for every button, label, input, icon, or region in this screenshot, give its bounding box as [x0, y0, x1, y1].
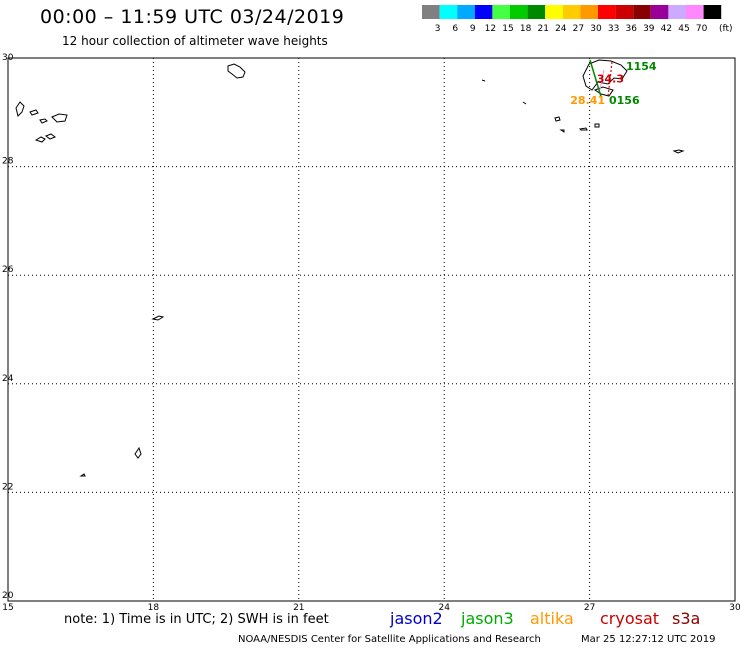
footer-timestamp: Mar 25 12:27:12 UTC 2019 [581, 634, 716, 645]
island-outline [522, 101, 527, 105]
wave-height-value: 0156 [609, 94, 640, 107]
axis-ticks: 15 18 21 24 27 30 30 28 26 24 22 20 [2, 53, 740, 613]
island-outline [29, 109, 39, 116]
colorbar-label: 36 [625, 24, 637, 34]
colorbar-swatch [422, 5, 440, 19]
wave-height-value: 34.3 [597, 72, 624, 85]
colorbar-label: 15 [502, 24, 513, 34]
colorbar-label: 6 [452, 24, 458, 34]
colorbar-label: 24 [555, 24, 567, 34]
graticule-grid [8, 58, 735, 601]
colorbar-swatch [562, 5, 581, 19]
wave-height-value: 1154 [626, 60, 657, 73]
colorbar-label: 39 [643, 24, 655, 34]
island-outline [672, 149, 685, 154]
satellite-tracks [589, 59, 613, 101]
island-outline [151, 315, 165, 321]
colorbar-swatch [492, 5, 510, 19]
colorbar-swatch [633, 5, 651, 19]
colorbar-swatch [650, 5, 669, 19]
map-title: 00:00 – 11:59 UTC 03/24/2019 [40, 6, 345, 28]
track-altika [599, 69, 605, 91]
colorbar-swatch [545, 5, 563, 19]
colorbar-label: 70 [696, 24, 708, 34]
colorbar-label: 12 [485, 24, 496, 34]
island-outline [481, 79, 486, 82]
colorbar-label: 18 [520, 24, 532, 34]
lon-tick-label: 24 [438, 603, 450, 613]
colorbar-swatch [439, 5, 458, 19]
footer-credit: NOAA/NESDIS Center for Satellite Applica… [238, 634, 541, 645]
lon-tick-label: 30 [729, 603, 740, 613]
lon-tick-label: 18 [148, 603, 160, 613]
island-outline [227, 63, 246, 79]
lat-tick-label: 30 [2, 53, 14, 63]
colorbar-label: 27 [573, 24, 584, 34]
satellite-legend-altika: altika [530, 609, 574, 628]
island-outline [39, 118, 48, 124]
satellite-legend-cryosat: cryosat [600, 609, 660, 628]
island-outline [582, 59, 628, 91]
island-outline [79, 473, 86, 477]
lat-tick-label: 28 [2, 157, 14, 167]
colorbar-legend: 3 6 9 12 15 18 21 24 27 30 33 36 39 42 45 70 (ft) [422, 5, 733, 34]
colorbar-label: 33 [608, 24, 619, 34]
island-outline [134, 446, 142, 459]
colorbar-label: 30 [590, 24, 602, 34]
colorbar-swatch [510, 5, 528, 19]
satellite-legend-jason2: jason2 [390, 609, 443, 628]
island-outline [34, 136, 46, 143]
colorbar-swatch [457, 5, 475, 19]
island-outline [51, 113, 68, 123]
lon-tick-label: 15 [2, 603, 13, 613]
lon-tick-label: 27 [584, 603, 595, 613]
wave-height-value: 28.41 [570, 94, 605, 107]
track-jason3 [589, 59, 603, 101]
units-note: note: 1) Time is in UTC; 2) SWH is in fe… [64, 612, 329, 627]
island-outline [15, 101, 25, 117]
colorbar-swatch [474, 5, 493, 19]
satellite-legend-s3a: s3a [672, 609, 701, 628]
lat-tick-label: 24 [2, 374, 14, 384]
lon-tick-label: 21 [293, 603, 304, 613]
coastlines [15, 59, 685, 477]
island-outline [559, 129, 565, 133]
colorbar-swatch [615, 5, 634, 19]
island-outline [594, 123, 600, 128]
map-subtitle: 12 hour collection of altimeter wave hei… [62, 34, 328, 48]
lat-tick-label: 22 [2, 482, 13, 492]
lat-tick-label: 26 [2, 265, 14, 275]
colorbar-swatch [580, 5, 598, 19]
colorbar-swatch [686, 5, 704, 19]
colorbar-label: 3 [435, 24, 441, 34]
island-outline [44, 133, 57, 140]
track-cryosat [607, 61, 613, 97]
colorbar-swatch [668, 5, 686, 19]
map-frame [7, 57, 736, 602]
colorbar-unit: (ft) [719, 24, 733, 34]
colorbar-label: 42 [661, 24, 672, 34]
island-outline [578, 127, 588, 131]
colorbar-swatch [703, 5, 722, 19]
colorbar-label: 9 [470, 24, 476, 34]
colorbar-label: 21 [537, 24, 548, 34]
island-outline [554, 116, 561, 122]
lat-tick-label: 20 [2, 591, 14, 601]
colorbar-swatch [527, 5, 546, 19]
colorbar-swatch [598, 5, 616, 19]
satellite-legend-jason3: jason3 [461, 609, 514, 628]
colorbar-label: 45 [678, 24, 689, 34]
